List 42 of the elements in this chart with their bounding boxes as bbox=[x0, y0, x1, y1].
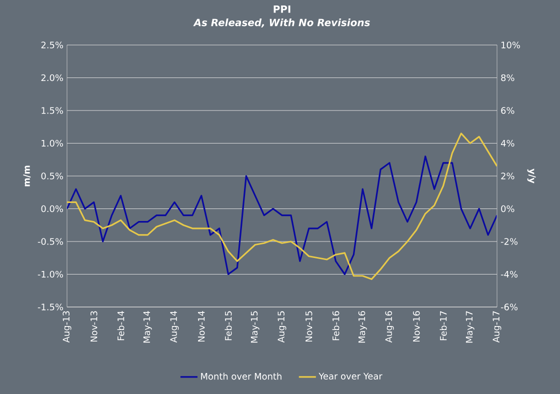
y-tick-label: -0.5% bbox=[38, 238, 63, 245]
y2-axis-title: y/y bbox=[527, 168, 536, 184]
legend-label: Month over Month bbox=[201, 372, 282, 380]
y-tick-label: 0.0% bbox=[41, 205, 63, 212]
x-tick-label: May-17 bbox=[466, 311, 474, 343]
y-axis-title: m/m bbox=[23, 166, 31, 186]
y-tick-label: 2.0% bbox=[41, 74, 63, 82]
legend-label: Year over Year bbox=[318, 372, 382, 380]
y-tick-label: 1.0% bbox=[42, 140, 63, 147]
y2-tick-label: 2% bbox=[501, 172, 514, 180]
x-tick-label: May-15 bbox=[250, 311, 260, 343]
y-tick-label: -1.5% bbox=[38, 304, 63, 310]
y-tick-label: 0.5% bbox=[41, 172, 63, 180]
x-tick-label: Aug-13 bbox=[62, 311, 72, 343]
chart-title: PPI bbox=[274, 6, 290, 13]
x-tick-label: Feb-14 bbox=[117, 311, 124, 340]
x-tick-label: May-14 bbox=[143, 311, 152, 343]
x-tick-label: Aug-16 bbox=[385, 311, 394, 343]
x-tick-label: Feb-17 bbox=[440, 311, 447, 340]
y2-tick-label: 4% bbox=[500, 140, 514, 147]
x-tick-label: Nov-13 bbox=[90, 311, 98, 342]
x-tick-label: Aug-14 bbox=[170, 311, 179, 343]
y2-tick-label: 6% bbox=[501, 107, 514, 114]
x-tick-label: Aug-15 bbox=[278, 311, 286, 343]
y-tick-label: 2.5% bbox=[41, 42, 63, 48]
y-tick-label: -1.0% bbox=[38, 270, 63, 278]
y2-tick-label: -4% bbox=[500, 270, 518, 278]
x-tick-label: Nov-16 bbox=[412, 311, 420, 342]
x-tick-label: Aug-17 bbox=[492, 311, 502, 343]
y2-tick-label: 8% bbox=[501, 74, 514, 82]
x-tick-label: Feb-15 bbox=[224, 311, 232, 340]
chart-subtitle: As Released, With No Revisions bbox=[193, 18, 370, 28]
y2-tick-label: -6% bbox=[500, 304, 518, 310]
y-tick-label: 1.5% bbox=[42, 107, 63, 114]
x-tick-label: Nov-15 bbox=[306, 311, 312, 342]
x-tick-label: May-16 bbox=[358, 311, 367, 343]
x-tick-label: Nov-14 bbox=[198, 311, 205, 342]
y2-tick-label: 0% bbox=[501, 205, 514, 212]
y2-tick-label: 10% bbox=[502, 42, 520, 48]
x-tick-label: Feb-16 bbox=[332, 311, 340, 340]
line-series bbox=[67, 156, 498, 276]
y2-tick-label: -2% bbox=[500, 238, 518, 245]
